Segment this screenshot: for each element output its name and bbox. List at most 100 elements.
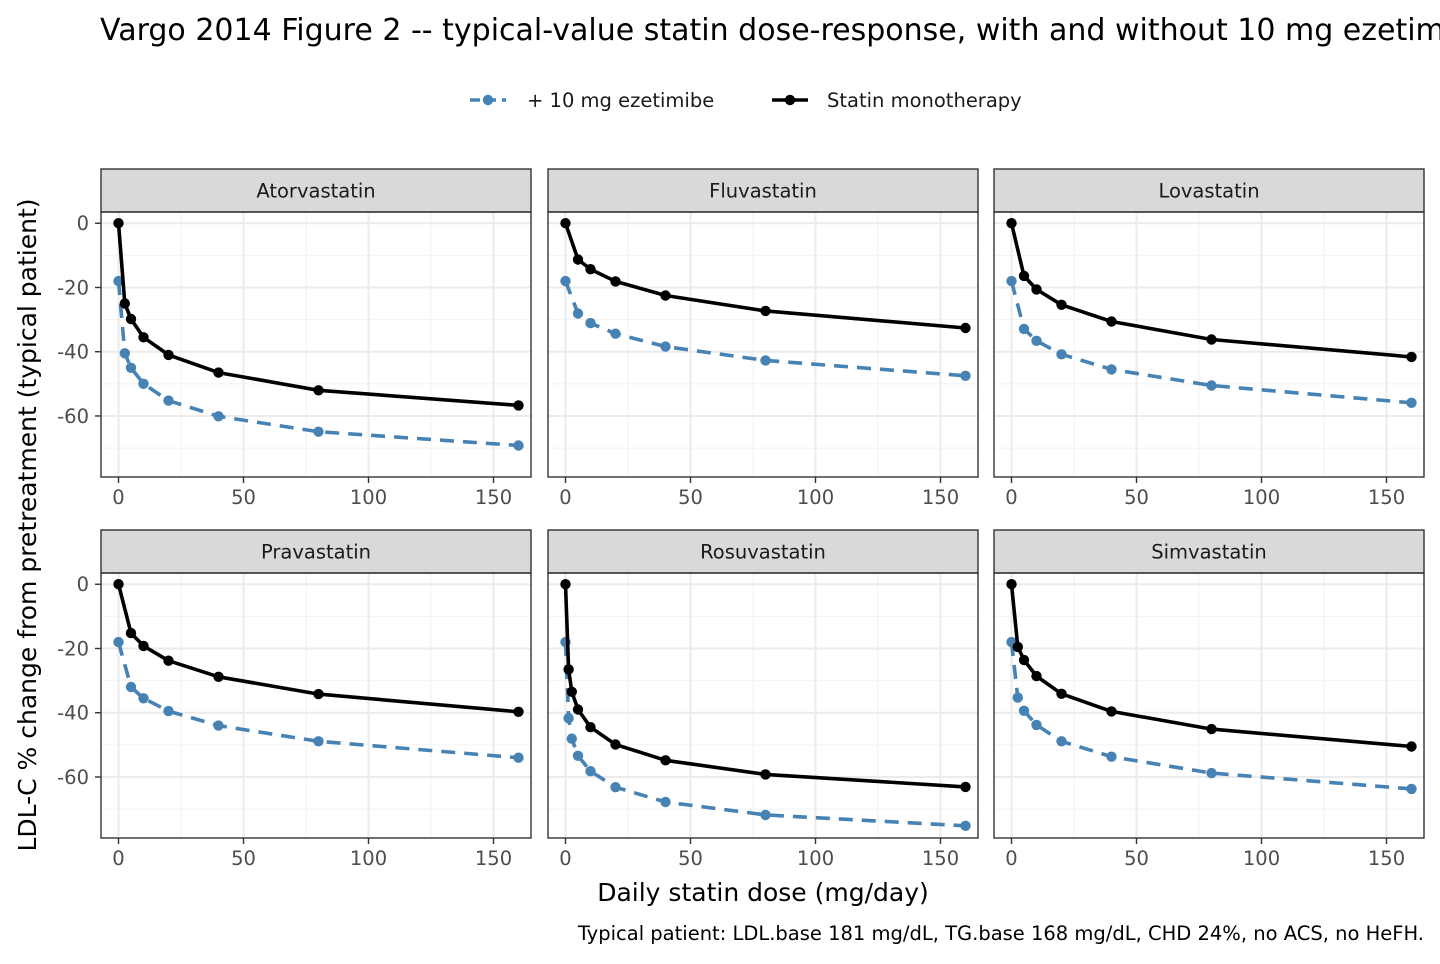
data-point-monotherapy xyxy=(610,739,621,750)
x-tick-label: 50 xyxy=(231,847,256,870)
panel-rosuvastatin: Rosuvastatin 0 50 100 150 xyxy=(547,529,979,870)
data-point-monotherapy xyxy=(560,218,571,229)
x-tick-label: 0 xyxy=(112,847,124,870)
data-point-monotherapy xyxy=(572,704,584,715)
panel-simvastatin: Simvastatin 0 50 100 150 xyxy=(993,529,1425,870)
data-point-monotherapy xyxy=(313,385,324,396)
data-point-monotherapy xyxy=(1031,284,1042,295)
data-point-monotherapy xyxy=(163,349,174,361)
facet-strip-label: Simvastatin xyxy=(1151,541,1266,564)
data-point-ezetimibe xyxy=(1031,719,1042,731)
y-tick-label: -40 xyxy=(57,341,89,364)
data-point-monotherapy xyxy=(1106,706,1117,717)
data-point-monotherapy xyxy=(113,579,124,590)
data-point-ezetimibe xyxy=(125,681,137,693)
x-tick-label: 50 xyxy=(678,486,703,509)
y-tick-label: -20 xyxy=(57,637,89,660)
data-point-ezetimibe xyxy=(213,411,224,422)
data-point-ezetimibe xyxy=(1106,364,1117,375)
data-point-ezetimibe xyxy=(1406,783,1417,795)
data-point-monotherapy xyxy=(1206,723,1217,735)
panel-border xyxy=(993,211,1425,478)
data-point-ezetimibe xyxy=(563,713,574,724)
x-tick-label: 150 xyxy=(922,486,959,509)
data-point-monotherapy xyxy=(760,305,771,317)
data-point-ezetimibe xyxy=(138,693,149,704)
data-point-monotherapy xyxy=(1031,670,1042,682)
data-point-monotherapy xyxy=(1406,351,1417,363)
legend-item-0: + 10 mg ezetimibe xyxy=(470,89,714,112)
data-point-monotherapy xyxy=(560,579,571,590)
data-point-ezetimibe xyxy=(1006,275,1017,287)
y-tick-label: -20 xyxy=(57,276,89,299)
data-point-ezetimibe xyxy=(213,720,224,731)
panel-background xyxy=(994,573,1424,838)
data-point-ezetimibe xyxy=(585,317,596,329)
series-line-ezetimibe xyxy=(563,642,966,828)
x-tick-label: 150 xyxy=(475,847,512,870)
data-point-ezetimibe xyxy=(1012,692,1023,703)
data-point-monotherapy xyxy=(960,322,971,334)
y-tick-label: 0 xyxy=(77,212,89,235)
data-point-ezetimibe xyxy=(760,809,771,821)
data-point-monotherapy xyxy=(760,769,771,780)
data-point-monotherapy xyxy=(566,686,577,697)
x-tick-label: 100 xyxy=(350,847,387,870)
data-point-ezetimibe xyxy=(610,782,621,793)
x-tick-label: 150 xyxy=(1368,486,1405,509)
data-point-monotherapy xyxy=(138,332,149,343)
x-tick-label: 0 xyxy=(559,847,571,870)
chart-title: Vargo 2014 Figure 2 -- typical-value sta… xyxy=(100,13,1440,48)
y-tick-label: -60 xyxy=(57,766,89,789)
data-point-ezetimibe xyxy=(566,733,577,744)
data-point-monotherapy xyxy=(163,655,174,666)
x-tick-label: 50 xyxy=(1124,847,1149,870)
facet-strip-label: Atorvastatin xyxy=(256,180,375,203)
data-point-ezetimibe xyxy=(760,355,771,366)
data-point-monotherapy xyxy=(513,706,524,717)
data-point-ezetimibe xyxy=(513,752,524,763)
data-point-monotherapy xyxy=(660,290,671,301)
data-point-monotherapy xyxy=(313,688,324,700)
facet-strip xyxy=(547,168,979,213)
data-point-ezetimibe xyxy=(1406,397,1417,408)
x-tick-label: 100 xyxy=(350,486,387,509)
x-tick-label: 100 xyxy=(1243,847,1280,870)
panel-atorvastatin: Atorvastatin 0 50 100 150 0 -20 -40 -60 xyxy=(57,168,532,509)
x-tick-label: 0 xyxy=(112,486,124,509)
data-point-monotherapy xyxy=(572,254,584,265)
data-point-monotherapy xyxy=(960,781,971,793)
panel-background xyxy=(548,212,978,477)
data-point-ezetimibe xyxy=(660,341,671,352)
data-point-monotherapy xyxy=(125,627,137,639)
data-point-monotherapy xyxy=(213,367,224,378)
data-point-ezetimibe xyxy=(960,370,971,381)
data-point-monotherapy xyxy=(1018,270,1030,282)
chart-caption: Typical patient: LDL.base 181 mg/dL, TG.… xyxy=(577,922,1424,945)
data-point-ezetimibe xyxy=(1018,705,1030,716)
data-point-ezetimibe xyxy=(1031,335,1042,346)
data-point-monotherapy xyxy=(1056,688,1067,699)
legend-label-0: + 10 mg ezetimibe xyxy=(527,89,714,112)
data-point-monotherapy xyxy=(1006,218,1017,229)
panel-border xyxy=(100,211,532,478)
panel-border xyxy=(993,572,1425,839)
x-tick-label: 0 xyxy=(559,486,571,509)
data-point-ezetimibe xyxy=(610,328,621,339)
panel-border xyxy=(547,572,979,839)
x-tick-label: 150 xyxy=(1368,847,1405,870)
panel-border xyxy=(547,211,979,478)
facet-panels: Atorvastatin 0 50 100 150 0 -20 -40 -60 Fluvastat… xyxy=(57,168,1425,870)
x-tick-label: 50 xyxy=(678,847,703,870)
legend: + 10 mg ezetimibe Statin monotherapy xyxy=(470,89,1022,112)
legend-item-1: Statin monotherapy xyxy=(772,89,1022,112)
data-point-ezetimibe xyxy=(1206,767,1217,779)
x-axis-label: Daily statin dose (mg/day) xyxy=(597,878,929,907)
facet-strip-label: Fluvastatin xyxy=(709,180,817,203)
data-point-monotherapy xyxy=(113,218,124,229)
data-point-ezetimibe xyxy=(1018,323,1030,335)
data-point-monotherapy xyxy=(138,640,149,652)
x-tick-label: 50 xyxy=(1124,486,1149,509)
x-tick-label: 100 xyxy=(1243,486,1280,509)
